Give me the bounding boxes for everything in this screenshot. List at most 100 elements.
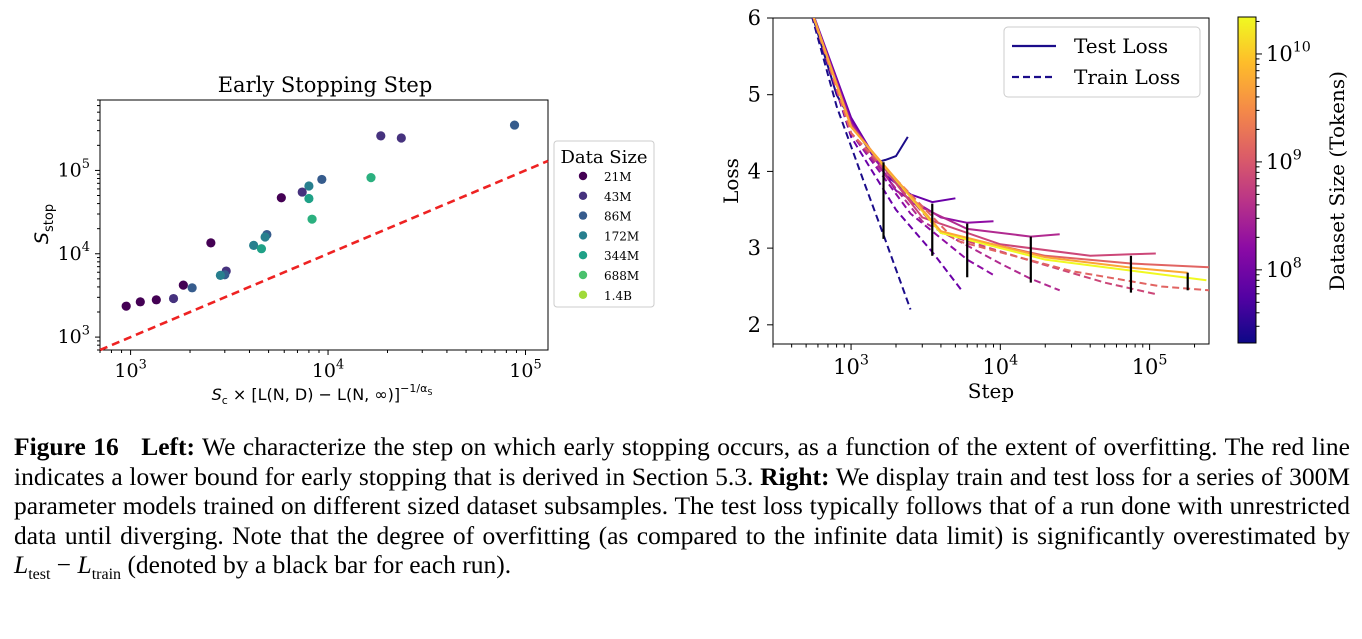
left-chart-title: Early Stopping Step [218, 73, 433, 97]
scatter-point-43M-2 [297, 187, 307, 197]
right-xtick-label-2-exp: 5 [1158, 353, 1167, 369]
caption-math-ltest-sub: test [28, 566, 51, 584]
right-xtick-label-2: 105 [1132, 353, 1168, 379]
colorbar-tick-label-1-exp: 9 [1293, 147, 1302, 163]
scatter-point-43M-3 [376, 131, 386, 141]
scatter-point-344M-1 [304, 193, 314, 204]
legend-label-1.4B: 1.4B [604, 289, 632, 303]
right-marks [811, 18, 1209, 310]
left-legend-box [553, 140, 655, 308]
left-ylabel-main: S [31, 232, 53, 244]
left-ylabel-sub: stop [42, 204, 57, 232]
left-ytick-label-1-base: 10 [58, 243, 82, 265]
colorbar [1237, 16, 1257, 344]
caption-left-label: Left: [141, 432, 196, 461]
scatter-point-688M-0 [307, 214, 317, 224]
right-ytick-label-1: 3 [748, 236, 761, 260]
scatter-point-86M-3 [317, 174, 327, 185]
caption-math-ltest: L [14, 550, 29, 579]
left-xtick-label-0: 103 [114, 357, 146, 382]
legend-marker-43M [578, 191, 588, 200]
left-xtick-label-2-exp: 5 [533, 357, 541, 372]
right-xlabel: Step [968, 379, 1014, 403]
scatter-point-688M-1 [366, 173, 376, 183]
caption-text-1: We characterize the step on which early … [14, 432, 1350, 491]
scatter-point-21M-1 [135, 297, 145, 307]
loss-line-test-13 [812, 18, 1188, 274]
scatter-point-21M-2 [151, 295, 161, 305]
scatter-point-43M-4 [396, 133, 406, 143]
left-ylabel: Sstop [31, 204, 57, 244]
right-xtick-label-1-exp: 4 [1009, 353, 1018, 369]
right-xtick-label-0-base: 10 [833, 355, 860, 379]
loss-line-train-3 [812, 18, 963, 291]
colorbar-tick-label-2-base: 10 [1266, 258, 1293, 282]
scatter-point-172M-3 [304, 181, 314, 191]
left-marks [99, 120, 549, 352]
scatter-point-21M-4 [206, 238, 216, 248]
caption-text-3: (denoted by a black bar for each run). [121, 550, 512, 579]
colorbar-tick-label-2: 108 [1266, 255, 1302, 281]
lower-bound-line [99, 159, 549, 352]
left-ytick-label-2-exp: 5 [82, 157, 90, 172]
legend-label-344M: 344M [604, 249, 639, 263]
right-ylabel: Loss [719, 158, 743, 204]
legend-marker-688M [578, 270, 588, 280]
scatter-point-21M-3 [178, 280, 188, 290]
right-ytick-label-3: 5 [748, 83, 761, 107]
caption-text-2: We display train and test loss for a ser… [14, 461, 1350, 550]
legend-label-43M: 43M [604, 190, 632, 204]
loss-line-train-11 [812, 18, 1209, 292]
colorbar-tick-label-2-exp: 8 [1293, 255, 1302, 271]
scatter-point-86M-4 [509, 120, 520, 130]
scatter-point-172M-1 [249, 240, 259, 250]
legend-label-21M: 21M [604, 170, 632, 184]
scatter-point-21M-0 [121, 301, 131, 311]
right-xtick-label-1-base: 10 [982, 355, 1009, 379]
loss-line-train-5 [812, 18, 995, 276]
colorbar-tick-label-0-exp: 10 [1293, 40, 1311, 56]
right-xtick-label-0-exp: 3 [860, 353, 869, 369]
scatter-point-43M-0 [168, 293, 179, 304]
left-legend-title: Data Size [560, 147, 647, 168]
right-ytick-label-4: 6 [748, 6, 761, 30]
legend-marker-172M [578, 231, 588, 240]
right-xtick-label-1: 104 [982, 353, 1018, 379]
left-xlabel-exp-sub: S [427, 388, 432, 397]
loss-line-train-1 [811, 18, 912, 310]
colorbar-tick-label-0: 1010 [1266, 40, 1311, 66]
caption-math-ltrain: L [77, 550, 92, 579]
caption-fig-label: Figure 16 [14, 432, 119, 461]
legend-label-172M: 172M [604, 229, 639, 243]
legend-marker-21M [578, 171, 588, 181]
caption-math-ltrain-sub: train [91, 566, 122, 584]
right-ytick-label-2: 4 [748, 159, 761, 183]
left-plot-frame [99, 99, 549, 351]
legend-label-86M: 86M [604, 210, 632, 224]
left-xlabel-rest: × [L(N, D) − L(N, ∞)] [228, 385, 400, 404]
colorbar-tick-label-1: 109 [1266, 147, 1302, 173]
left-xtick-label-0-base: 10 [114, 360, 138, 382]
left-ytick-label-2-base: 10 [58, 159, 82, 181]
left-ytick-label-0-exp: 3 [82, 324, 90, 339]
loss-line-test-0 [812, 18, 909, 164]
caption-math-minus: − [50, 550, 78, 579]
scatter-point-172M-0 [215, 270, 225, 280]
right-xtick-label-2-base: 10 [1132, 355, 1159, 379]
right-legend-box [1003, 26, 1201, 98]
left-xtick-label-1-exp: 4 [336, 357, 344, 372]
left-xtick-label-2-base: 10 [509, 360, 533, 382]
left-xlabel: Sc × [L(N, D) − L(N, ∞)]−1/αS [212, 382, 433, 407]
left-ytick-label-0: 103 [58, 324, 90, 349]
caption-right-label: Right: [760, 461, 830, 491]
scatter-point-21M-5 [276, 193, 286, 203]
colorbar-tick-label-1-base: 10 [1266, 150, 1293, 174]
figure-caption: Figure 16 Left: We characterize the step… [14, 432, 1350, 590]
scatter-point-86M-0 [187, 283, 197, 293]
left-xtick-label-1: 104 [312, 357, 344, 382]
